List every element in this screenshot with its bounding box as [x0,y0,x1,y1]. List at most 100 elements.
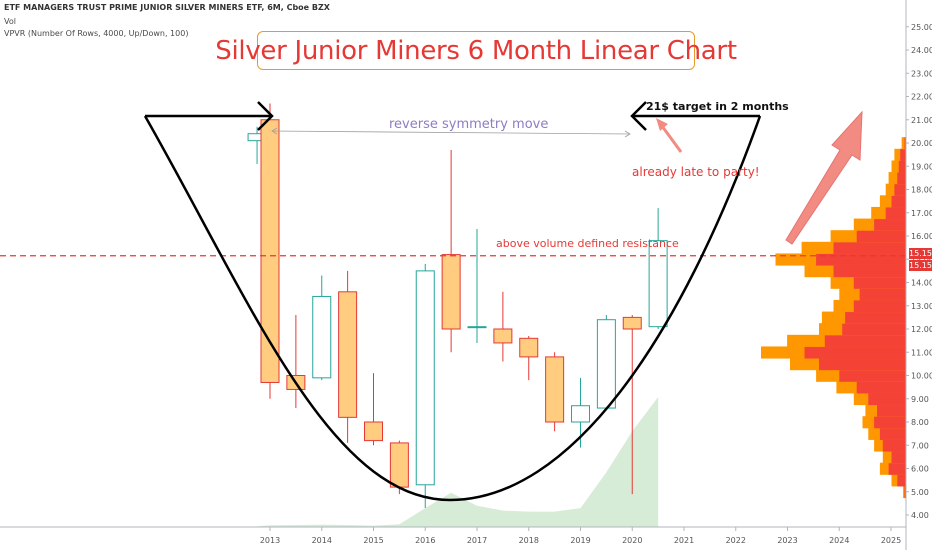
vpvr-bar-down [874,416,906,429]
x-tick-label: 2023 [777,536,797,545]
y-tick-label: 21.00 [911,116,932,125]
volume-profile [761,137,906,499]
vpvr-bar-down [824,334,906,347]
target-pointer-line [660,125,683,153]
x-tick-label: 2022 [726,536,746,545]
candle-body [364,421,383,442]
volume-area [257,397,659,527]
vpvr-bar-down [894,183,906,196]
vpvr-bar-down [856,230,906,243]
vpvr-bar-down [888,462,906,475]
candlesticks [247,103,668,509]
y-tick-label: 16.00 [911,232,932,241]
x-tick-label: 2017 [467,536,487,545]
y-tick-label: 5.00 [911,488,929,497]
cup-arrow-left-icon [630,101,647,131]
target-pointer-icon [656,118,668,131]
resistance-annotation: above volume defined resistance [496,237,679,250]
candle-body [493,328,513,344]
symmetry-annotation: reverse symmetry move [389,117,549,132]
chart-title-box: Silver Junior Miners 6 Month Linear Char… [215,31,737,70]
candle-body [312,295,332,379]
x-tick-label: 2013 [260,536,280,545]
vpvr-bar-down [904,137,906,150]
vpvr-bar-down [904,485,906,499]
y-tick-label: 12.00 [911,325,932,334]
symbol-line: ETF MANAGERS TRUST PRIME JUNIOR SILVER M… [4,3,330,12]
x-tick-label: 2020 [622,536,642,545]
x-tick-label: 2024 [829,536,849,545]
vpvr-bar-down [868,392,906,406]
x-tick-label: 2019 [570,536,590,545]
vpvr-bar-down [839,369,906,382]
vpvr-bar-down [842,323,906,336]
vpvr-bar-down [819,358,906,371]
vpvr-bar-down [874,218,906,231]
target-annotation: 21$ target in 2 months [646,100,789,113]
symmetry-arrow-right-icon [624,130,631,138]
vpvr-bar-down [897,172,906,185]
y-tick-label: 18.00 [911,186,932,195]
vpvr-indicator-label: VPVR (Number Of Rows, 4000, Up/Down, 100… [4,29,189,38]
vpvr-bar-down [804,346,906,359]
y-tick-label: 11.00 [911,348,932,357]
vpvr-bar-down [856,381,906,394]
vpvr-bar-down [877,404,906,417]
chart-title: Silver Junior Miners 6 Month Linear Char… [215,35,737,66]
volume-indicator-label: Vol [4,17,16,26]
y-tick-label: 8.00 [911,418,929,427]
big-up-arrow-icon [785,110,863,245]
vpvr-bar-down [891,451,906,464]
candle-body [467,326,487,329]
vpvr-bar-down [833,241,906,254]
y-tick-label: 15.00 [911,255,932,264]
candle-body [389,442,409,488]
candle-body [596,319,616,409]
y-tick-label: 19.00 [911,162,932,171]
y-tick-label: 6.00 [911,465,929,474]
vpvr-bar-down [891,195,906,208]
vpvr-bar-down [845,311,906,324]
vpvr-bar-down [833,265,906,278]
volume-area-path [257,397,659,527]
symmetry-arrow-left-icon [271,127,278,135]
y-tick-label: 13.00 [911,302,932,311]
candle-body [415,270,435,486]
vpvr-bar-down [882,439,906,452]
vpvr-bar-up [901,137,906,150]
y-tick-label: 22.00 [911,93,932,102]
y-tick-label: 20.00 [911,139,932,148]
late-annotation: already late to party! [632,165,760,179]
y-tick-label: 7.00 [911,441,929,450]
candle-body [648,240,668,328]
vpvr-bar-down [853,276,906,289]
y-tick-label: 25.00 [911,23,932,32]
candle-body [571,405,590,423]
vpvr-bar-down [879,427,906,440]
y-tick-label: 9.00 [911,395,929,404]
price-tag-resistance: 15.15 [909,260,932,271]
vpvr-bar-down [853,299,906,313]
x-tick-label: 2025 [881,536,901,545]
vpvr-bar-down [859,288,906,301]
y-tick-label: 24.00 [911,46,932,55]
y-tick-label: 4.00 [911,511,929,520]
price-tag-last: 15.15 [909,248,932,259]
candle-body [338,291,358,418]
candle-body [441,254,461,330]
drawings [0,101,906,502]
vpvr-bar-down [900,148,906,161]
candle-body [519,337,539,358]
x-tick-label: 2016 [415,536,435,545]
cup-arrow-right-icon [257,101,274,131]
x-tick-label: 2018 [519,536,539,545]
x-tick-label: 2014 [312,536,332,545]
vpvr-bar-down [816,253,906,266]
vpvr-bar-down [898,160,906,173]
vpvr-bar-down [885,206,906,220]
x-tick-label: 2021 [674,536,694,545]
symmetry-line [271,130,631,135]
y-tick-label: 14.00 [911,279,932,288]
